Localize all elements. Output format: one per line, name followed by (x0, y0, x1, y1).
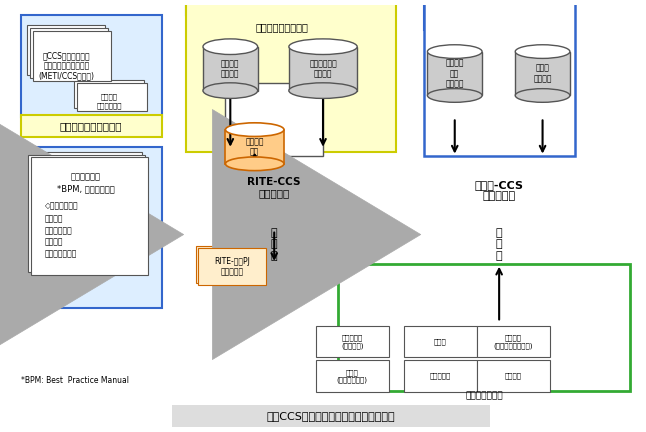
Bar (25, 152, 143, 269)
Text: 安全性: 安全性 (433, 339, 446, 345)
Ellipse shape (428, 89, 482, 102)
Text: RITE-長岡PJ
技術事例集: RITE-長岡PJ 技術事例集 (214, 257, 250, 276)
Text: 「CCS実証事業の安: 「CCS実証事業の安 (43, 51, 90, 60)
Bar (508, 0, 572, 30)
Bar (187, 0, 396, 152)
Bar (225, 83, 323, 156)
Bar (428, 51, 482, 95)
Text: 海外における: 海外における (71, 172, 101, 181)
Ellipse shape (203, 39, 258, 54)
Text: 大規模
実証試験: 大規模 実証試験 (534, 64, 552, 83)
Text: 社会受容性
(合意形成): 社会受容性 (合意形成) (341, 335, 364, 349)
Ellipse shape (289, 83, 357, 98)
Bar (187, 0, 377, 15)
Bar (77, 83, 147, 111)
Bar (27, 25, 105, 76)
Bar (225, 130, 284, 164)
Text: ・法規制: ・法規制 (45, 214, 63, 223)
Text: (METI/CCS研究会): (METI/CCS研究会) (38, 71, 94, 80)
Text: ・標準化: ・標準化 (45, 238, 63, 247)
Text: 図：CCS技術事例集作成の検討スキーム: 図：CCS技術事例集作成の検討スキーム (267, 411, 395, 421)
Bar (203, 47, 258, 91)
Bar (424, 0, 575, 156)
Text: ・
・
・: ・ ・ ・ (496, 228, 503, 261)
Bar (316, 360, 389, 392)
Bar (404, 360, 477, 392)
Text: 既存法令: 既存法令 (101, 94, 118, 100)
Bar (477, 326, 550, 358)
Bar (196, 246, 264, 283)
Text: ・環境影響評価: ・環境影響評価 (45, 250, 78, 259)
Bar (338, 264, 630, 391)
Ellipse shape (203, 83, 258, 98)
Bar (21, 147, 162, 308)
Bar (516, 51, 570, 95)
Text: 安全性評価技術開発: 安全性評価技術開発 (255, 22, 308, 32)
Text: RITE-CCS
技術事例集: RITE-CCS 技術事例集 (247, 177, 301, 198)
Bar (289, 47, 357, 91)
Text: 長岡実証
試験: 長岡実証 試験 (245, 137, 264, 156)
Bar (198, 248, 266, 285)
Bar (30, 28, 109, 79)
Text: *BPM, ガイドライン: *BPM, ガイドライン (57, 184, 115, 193)
Bar (28, 155, 145, 272)
Text: ◇海外動向調査: ◇海外動向調査 (45, 202, 79, 211)
Text: 日本版-CCS
技術事例集: 日本版-CCS 技術事例集 (475, 180, 524, 201)
Text: 海外展開: 海外展開 (505, 373, 522, 379)
Text: 全な実施にあたって」: 全な実施にあたって」 (43, 61, 90, 70)
Text: ・
・
・: ・ ・ ・ (271, 228, 278, 261)
Text: 期待される効果: 期待される効果 (465, 391, 503, 400)
Ellipse shape (516, 89, 570, 102)
Bar (21, 115, 162, 137)
Ellipse shape (428, 45, 482, 58)
Text: 情報収集・調査・分析: 情報収集・調査・分析 (59, 121, 122, 131)
Text: ・社会受容性: ・社会受容性 (45, 226, 72, 235)
Bar (404, 326, 477, 358)
Ellipse shape (225, 157, 284, 171)
Bar (172, 405, 490, 427)
Text: 経済性
(コスト競争力): 経済性 (コスト競争力) (337, 369, 368, 383)
Bar (477, 360, 550, 392)
Text: 法令遵守
(コンプライアンス): 法令遵守 (コンプライアンス) (494, 335, 533, 349)
Text: *BPM: Best  Practice Manual: *BPM: Best Practice Manual (21, 376, 129, 385)
Bar (424, 0, 487, 30)
Text: 既存技術基準: 既存技術基準 (96, 102, 122, 109)
Bar (31, 157, 149, 275)
Bar (21, 15, 162, 118)
Text: 図：CCS技術事例集作成の検討スキーム: 図：CCS技術事例集作成の検討スキーム (267, 410, 395, 420)
Ellipse shape (516, 45, 570, 58)
Ellipse shape (225, 123, 284, 137)
Text: 分離回収
輸送
技術開発: 分離回収 輸送 技術開発 (446, 59, 464, 89)
Bar (172, 405, 490, 427)
Ellipse shape (289, 39, 357, 54)
Bar (74, 80, 145, 108)
Text: 移行解析
手法開発: 移行解析 手法開発 (221, 59, 240, 78)
Bar (316, 326, 389, 358)
Text: 長期挙度予測
手法開発: 長期挙度予測 手法開発 (309, 59, 337, 78)
Text: 国際標準化: 国際標準化 (430, 373, 451, 379)
Bar (33, 31, 111, 81)
